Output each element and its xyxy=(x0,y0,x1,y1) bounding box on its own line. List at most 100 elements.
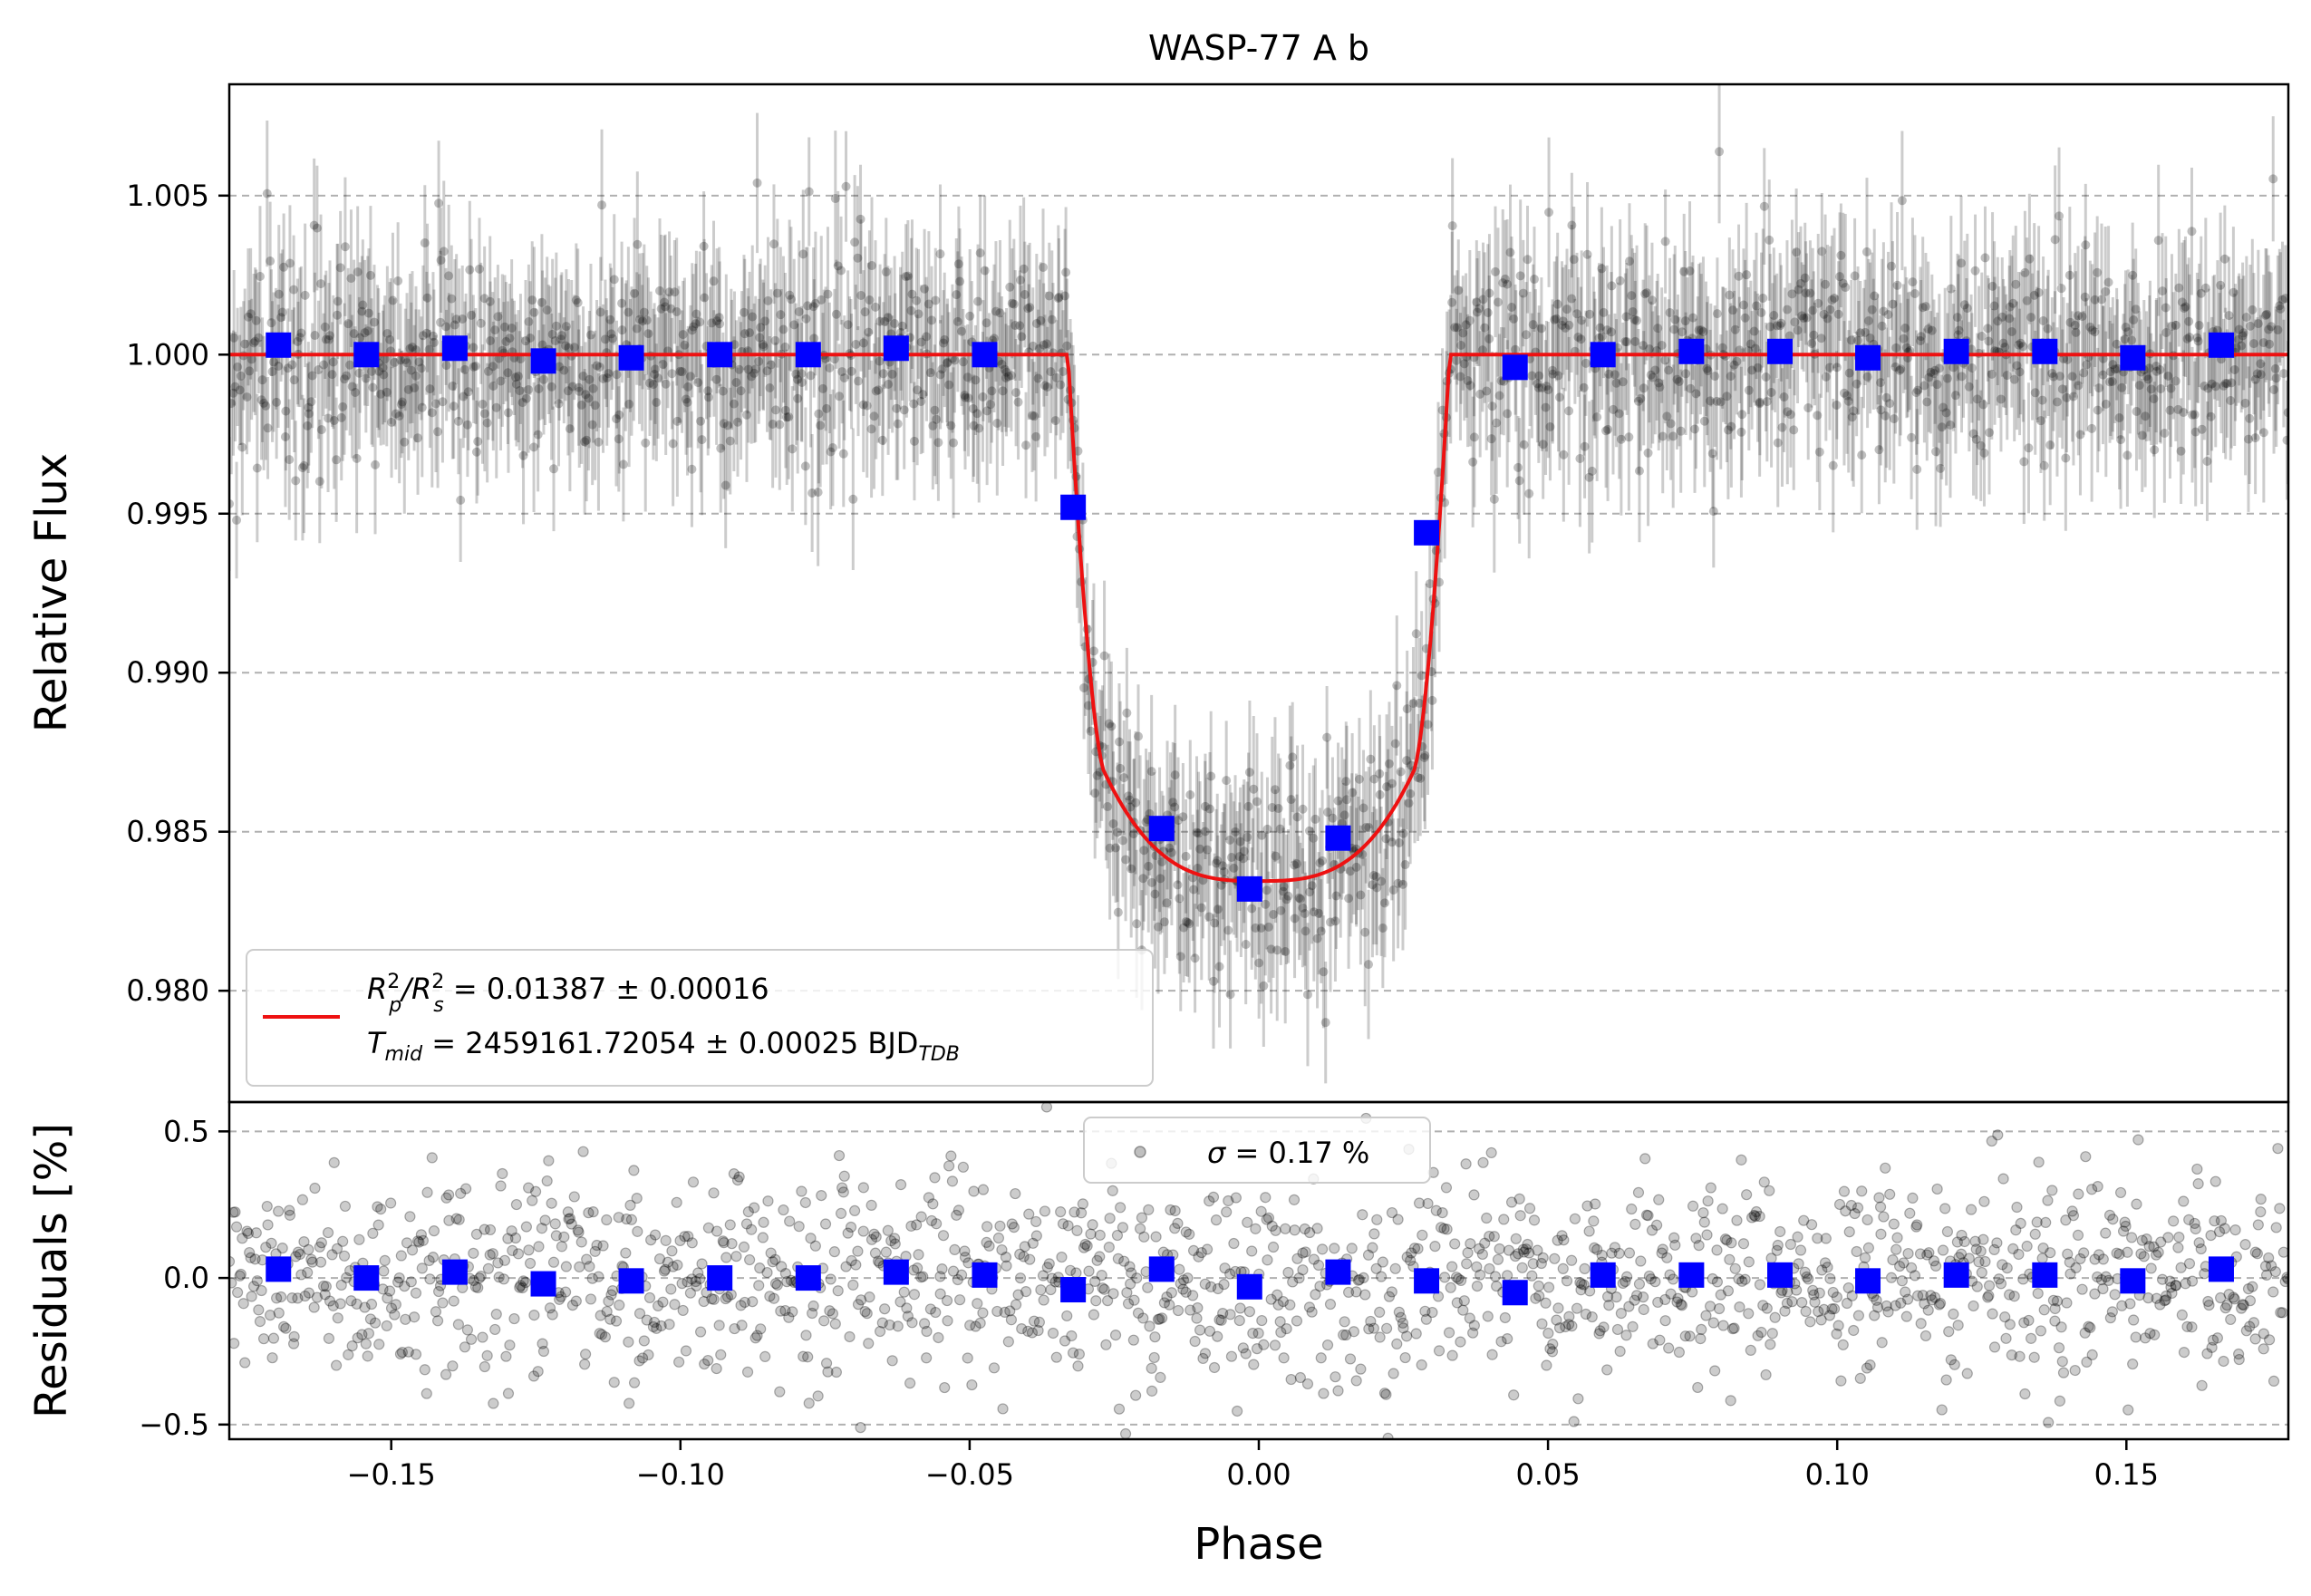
residual-raw-point xyxy=(934,1271,946,1282)
residual-raw-point xyxy=(886,1355,898,1367)
residual-raw-point xyxy=(1671,1296,1683,1308)
residual-raw-point xyxy=(559,1286,572,1298)
raw-point xyxy=(1946,284,1956,294)
raw-point xyxy=(2075,430,2085,440)
residual-raw-point xyxy=(232,1286,244,1299)
raw-point xyxy=(1387,779,1397,788)
raw-point xyxy=(1677,327,1687,337)
residual-legend: σ = 0.17 % xyxy=(1083,1117,1431,1184)
residual-raw-point xyxy=(2170,1280,2181,1291)
raw-point xyxy=(394,411,404,421)
raw-point xyxy=(687,325,697,335)
residual-raw-point xyxy=(1766,1328,1778,1340)
raw-point xyxy=(1060,291,1070,301)
residual-raw-point xyxy=(341,1272,353,1283)
raw-point xyxy=(434,198,444,208)
raw-point xyxy=(2110,364,2120,374)
raw-point xyxy=(1865,333,1875,343)
raw-point xyxy=(332,310,342,320)
raw-point xyxy=(881,267,891,277)
residual-raw-point xyxy=(385,1197,397,1209)
residual-raw-point xyxy=(1083,1265,1095,1277)
raw-point xyxy=(1124,791,1134,801)
raw-point xyxy=(277,307,287,317)
raw-point xyxy=(581,390,591,400)
raw-point xyxy=(1972,394,1982,404)
raw-point xyxy=(515,386,525,396)
residual-raw-point xyxy=(1005,1314,1018,1326)
raw-point xyxy=(978,392,988,401)
raw-point xyxy=(741,410,751,420)
raw-point xyxy=(1800,273,1810,283)
residual-raw-point xyxy=(1164,1299,1175,1311)
residual-raw-point xyxy=(1503,1244,1515,1256)
residual-raw-point xyxy=(1652,1296,1664,1309)
residual-raw-point xyxy=(1849,1207,1861,1220)
raw-point xyxy=(1382,782,1392,792)
residual-raw-point xyxy=(2159,1295,2171,1307)
residual-raw-point xyxy=(1410,1328,1422,1340)
raw-point xyxy=(285,455,295,465)
residual-raw-point xyxy=(1250,1223,1262,1234)
raw-point xyxy=(1782,305,1792,314)
raw-point xyxy=(1300,908,1310,918)
raw-point xyxy=(638,316,648,326)
raw-point xyxy=(1001,372,1010,382)
residual-raw-point xyxy=(837,1186,849,1198)
residual-raw-point xyxy=(352,1332,363,1344)
raw-point xyxy=(652,397,662,407)
raw-point xyxy=(1957,258,1967,268)
residual-raw-point xyxy=(2251,1248,2263,1260)
residual-raw-point xyxy=(512,1248,525,1260)
raw-point xyxy=(1952,313,1962,323)
residual-raw-point xyxy=(749,1332,761,1344)
main-y-tick-label: 0.980 xyxy=(126,973,209,1008)
residual-raw-point xyxy=(912,1262,923,1274)
residual-raw-point xyxy=(572,1224,584,1236)
residual-raw-point xyxy=(275,1291,287,1303)
raw-point xyxy=(563,386,573,396)
residual-raw-point xyxy=(1590,1198,1601,1210)
raw-point xyxy=(2113,363,2122,373)
raw-point xyxy=(682,397,692,407)
residual-raw-point xyxy=(2089,1253,2101,1265)
raw-point xyxy=(1212,858,1222,868)
residual-raw-point xyxy=(271,1292,283,1304)
raw-point xyxy=(2250,374,2260,384)
residual-raw-point xyxy=(2175,1262,2187,1273)
residual-raw-point xyxy=(798,1350,809,1362)
residual-raw-point xyxy=(2081,1356,2093,1368)
raw-point xyxy=(1419,753,1429,763)
residual-raw-point xyxy=(1010,1299,1022,1311)
residual-raw-point xyxy=(1288,1194,1301,1205)
residual-raw-point xyxy=(800,1330,812,1341)
residual-raw-point xyxy=(305,1253,317,1265)
raw-point xyxy=(1630,336,1640,346)
raw-point xyxy=(537,340,547,350)
residual-raw-point xyxy=(1464,1312,1475,1324)
raw-point xyxy=(1809,330,1819,340)
residual-raw-point xyxy=(1684,1330,1696,1342)
raw-point xyxy=(2231,343,2241,353)
residual-raw-point xyxy=(641,1314,653,1326)
residual-raw-point xyxy=(1848,1324,1860,1337)
residual-raw-point xyxy=(751,1330,763,1341)
raw-point xyxy=(1243,832,1252,842)
raw-point xyxy=(716,443,726,453)
raw-point xyxy=(2048,372,2058,382)
residual-raw-point xyxy=(655,1320,667,1332)
raw-point xyxy=(975,248,985,258)
raw-point xyxy=(295,333,305,343)
raw-point xyxy=(986,400,996,410)
raw-point xyxy=(1447,221,1457,231)
raw-point xyxy=(1808,305,1818,315)
residual-raw-point xyxy=(888,1233,901,1244)
residual-raw-point xyxy=(528,1310,540,1321)
raw-point xyxy=(630,288,640,298)
raw-point xyxy=(580,437,590,447)
residual-raw-point xyxy=(747,1296,759,1308)
raw-point xyxy=(769,239,778,249)
residual-raw-point xyxy=(1824,1272,1836,1284)
residual-raw-point xyxy=(303,1243,314,1255)
residual-raw-point xyxy=(2270,1222,2282,1233)
